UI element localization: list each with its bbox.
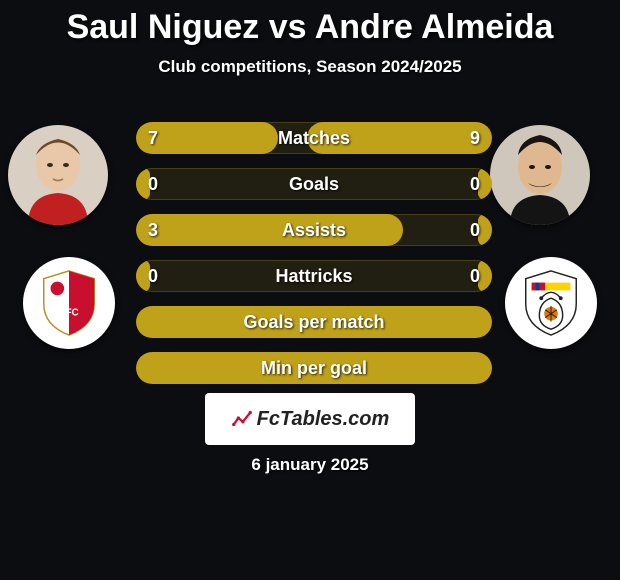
chart-line-icon bbox=[231, 408, 253, 430]
stat-value-right: 0 bbox=[470, 168, 480, 200]
stat-label: Matches bbox=[136, 122, 492, 154]
stat-label: Assists bbox=[136, 214, 492, 246]
watermark-text: FcTables.com bbox=[257, 408, 390, 431]
stat-value-right: 0 bbox=[470, 214, 480, 246]
page-title: Saul Niguez vs Andre Almeida bbox=[0, 0, 620, 47]
date-text: 6 january 2025 bbox=[0, 455, 620, 475]
stat-label: Goals per match bbox=[136, 306, 492, 338]
stat-value-left: 0 bbox=[148, 168, 158, 200]
stats-container: Matches79Goals00Assists30Hattricks00Goal… bbox=[136, 122, 492, 398]
stat-row: Hattricks0 0 bbox=[136, 260, 492, 292]
stat-value-left: 7 bbox=[148, 122, 158, 154]
watermark-badge: FcTables.com bbox=[205, 393, 415, 445]
stat-value-left: 0 bbox=[148, 260, 158, 292]
stat-value-right: 9 bbox=[470, 122, 480, 154]
svg-text:SFC: SFC bbox=[59, 308, 78, 319]
player-right-avatar bbox=[490, 125, 590, 225]
stat-label: Hattricks bbox=[136, 260, 492, 292]
stat-row: Goals per match bbox=[136, 306, 492, 338]
stat-label: Min per goal bbox=[136, 352, 492, 384]
stat-row: Matches7 9 bbox=[136, 122, 492, 154]
subtitle: Club competitions, Season 2024/2025 bbox=[0, 57, 620, 77]
club-left-badge: SFC bbox=[23, 257, 115, 349]
stat-label: Goals bbox=[136, 168, 492, 200]
stat-row: Goals0 0 bbox=[136, 168, 492, 200]
stat-row: Assists3 0 bbox=[136, 214, 492, 246]
player-left-avatar bbox=[8, 125, 108, 225]
stat-value-right: 0 bbox=[470, 260, 480, 292]
club-right-badge bbox=[505, 257, 597, 349]
stat-value-left: 3 bbox=[148, 214, 158, 246]
stat-row: Min per goal bbox=[136, 352, 492, 384]
